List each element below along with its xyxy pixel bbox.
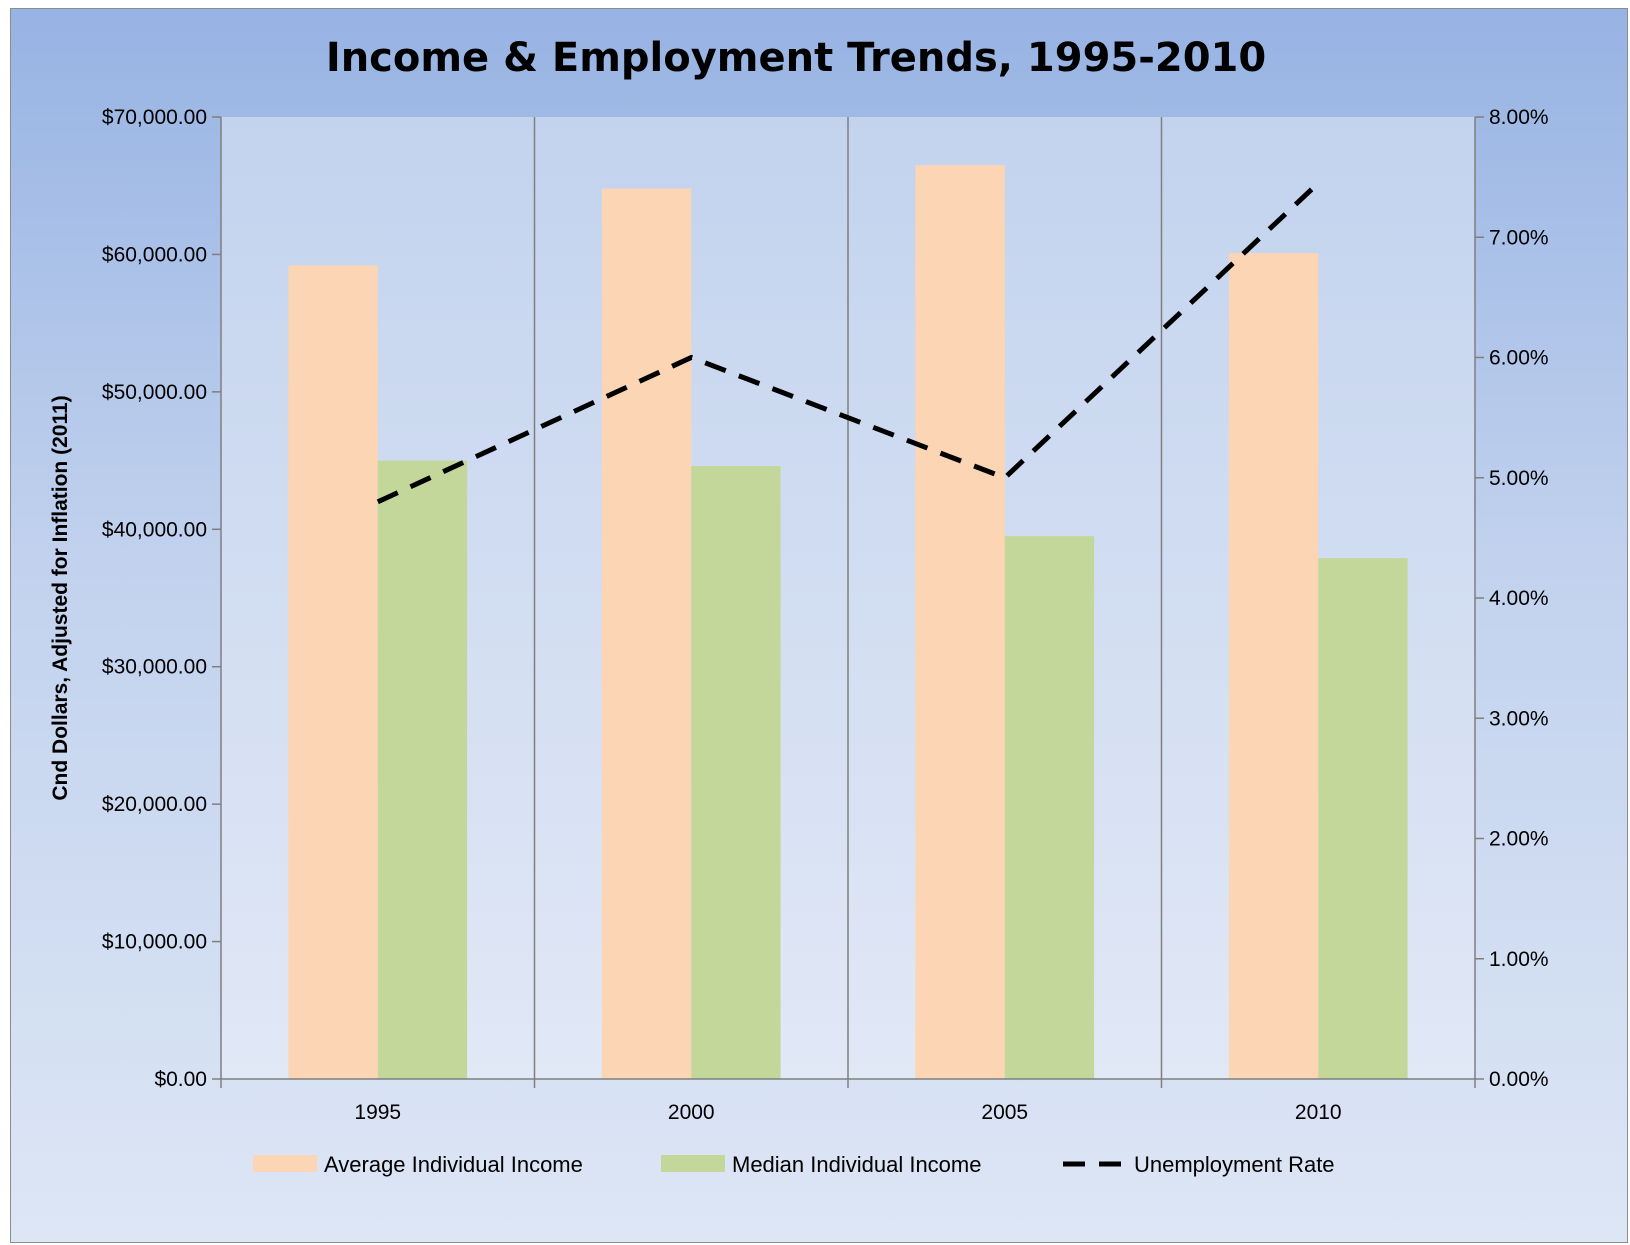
y-tick-label-right: 1.00%	[1489, 948, 1549, 971]
y-tick-label-right: 8.00%	[1489, 106, 1549, 129]
legend-label: Average Individual Income	[324, 1152, 583, 1177]
x-tick-label: 1995	[354, 1101, 401, 1124]
y-axis-title: Cnd Dollars, Adjusted for Inflation (201…	[49, 395, 72, 800]
legend-label: Unemployment Rate	[1134, 1152, 1335, 1177]
chart-area: Income & Employment Trends, 1995-2010 $0…	[10, 8, 1628, 1243]
chart-title: Income & Employment Trends, 1995-2010	[326, 35, 1266, 81]
legend: Average Individual Income Median Individu…	[253, 1152, 1335, 1177]
y-tick-label-right: 0.00%	[1489, 1068, 1549, 1091]
median-income-bar-2005	[1004, 536, 1095, 1079]
chart-svg: Income & Employment Trends, 1995-2010 $0…	[49, 35, 1549, 1177]
median-income-bar-2010	[1318, 558, 1408, 1079]
average-income-bar-2005	[915, 165, 1005, 1080]
y-tick-label-left: $70,000.00	[102, 106, 207, 129]
x-tick-label: 2005	[981, 1101, 1028, 1124]
y-tick-label-left: $20,000.00	[102, 793, 207, 816]
y-tick-label-left: $50,000.00	[102, 381, 207, 404]
y-tick-label-right: 6.00%	[1489, 347, 1549, 370]
legend-swatch	[661, 1155, 725, 1172]
average-income-bar-1995	[288, 265, 378, 1079]
y-tick-label-left: $30,000.00	[102, 656, 207, 679]
average-income-bar-2010	[1228, 253, 1319, 1079]
y-tick-label-right: 7.00%	[1489, 226, 1549, 249]
y-tick-label-left: $10,000.00	[102, 931, 207, 954]
y-tick-label-right: 4.00%	[1489, 587, 1549, 610]
y-tick-label-left: $0.00	[154, 1068, 207, 1091]
y-tick-label-left: $40,000.00	[102, 518, 207, 541]
legend-swatch	[253, 1155, 317, 1172]
y-tick-label-right: 5.00%	[1489, 467, 1549, 490]
legend-label: Median Individual Income	[732, 1152, 981, 1177]
y-tick-label-right: 2.00%	[1489, 828, 1549, 851]
median-income-bar-1995	[377, 460, 468, 1080]
y-tick-label-right: 3.00%	[1489, 707, 1549, 730]
x-tick-label: 2010	[1295, 1101, 1342, 1124]
median-income-bar-2000	[691, 466, 781, 1079]
x-tick-label: 2000	[668, 1101, 715, 1124]
average-income-bar-2000	[601, 188, 692, 1079]
unemployment-rate-line	[376, 181, 1321, 505]
y-tick-label-left: $60,000.00	[102, 243, 207, 266]
